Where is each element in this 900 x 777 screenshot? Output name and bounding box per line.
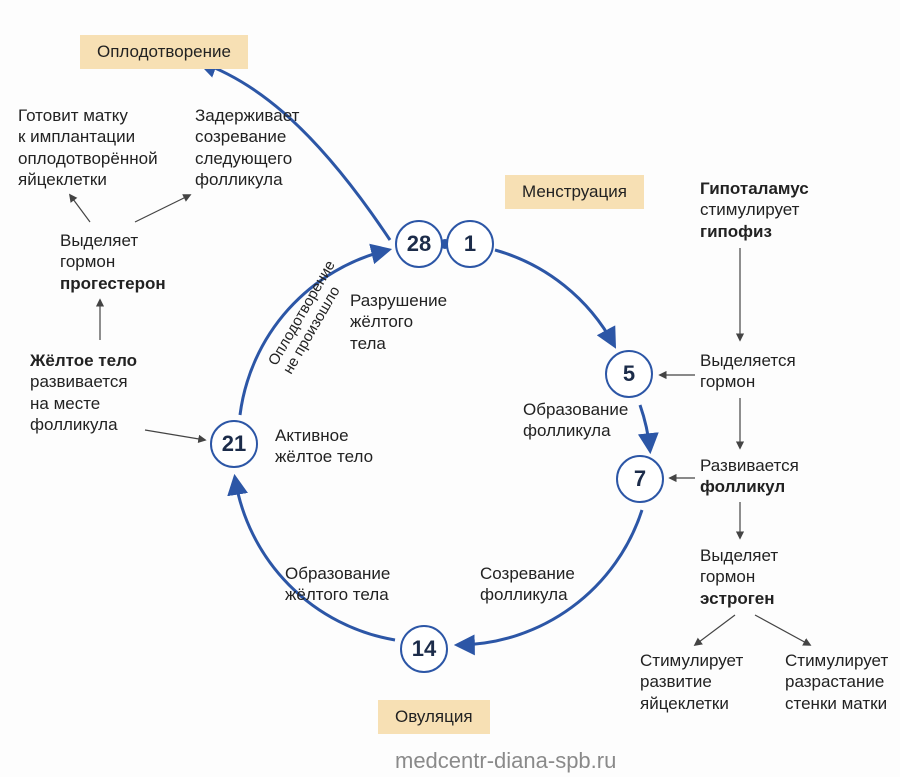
label-form-follicle: Образованиефолликула bbox=[523, 399, 628, 442]
label-stim-egg: Стимулируетразвитиеяйцеклетки bbox=[640, 650, 743, 714]
label-yellow-body: Жёлтое телоразвиваетсяна местефолликула bbox=[30, 350, 137, 435]
label-prepare-uterus: Готовит маткук имплантацииоплодотворённо… bbox=[18, 105, 158, 190]
label-hypothalamus: Гипоталамусстимулируетгипофиз bbox=[700, 178, 809, 242]
badge-fertilization: Оплодотворение bbox=[80, 35, 248, 69]
label-hormone-released: Выделяетсягормон bbox=[700, 350, 796, 393]
label-destroy-yt: Разрушениежёлтоготела bbox=[350, 290, 447, 354]
day-7: 7 bbox=[616, 455, 664, 503]
label-follicle-dev: Развиваетсяфолликул bbox=[700, 455, 799, 498]
badge-menstruation: Менструация bbox=[505, 175, 644, 209]
label-delay-follicle: Задерживаетсозреваниеследующегофолликула bbox=[195, 105, 299, 190]
label-form-yt: Образованиежёлтого тела bbox=[285, 563, 390, 606]
label-active-yt: Активноежёлтое тело bbox=[275, 425, 373, 468]
label-progesterone: Выделяетгормонпрогестерон bbox=[60, 230, 166, 294]
watermark: medcentr-diana-spb.ru bbox=[395, 748, 616, 774]
label-estrogen: Выделяетгормонэстроген bbox=[700, 545, 778, 609]
day-5: 5 bbox=[605, 350, 653, 398]
day-28: 28 bbox=[395, 220, 443, 268]
label-sozrevanie: Созреваниефолликула bbox=[480, 563, 575, 606]
badge-ovulation: Овуляция bbox=[378, 700, 490, 734]
day-1: 1 bbox=[446, 220, 494, 268]
day-21: 21 bbox=[210, 420, 258, 468]
day-14: 14 bbox=[400, 625, 448, 673]
label-stim-wall: Стимулируетразрастаниестенки матки bbox=[785, 650, 888, 714]
